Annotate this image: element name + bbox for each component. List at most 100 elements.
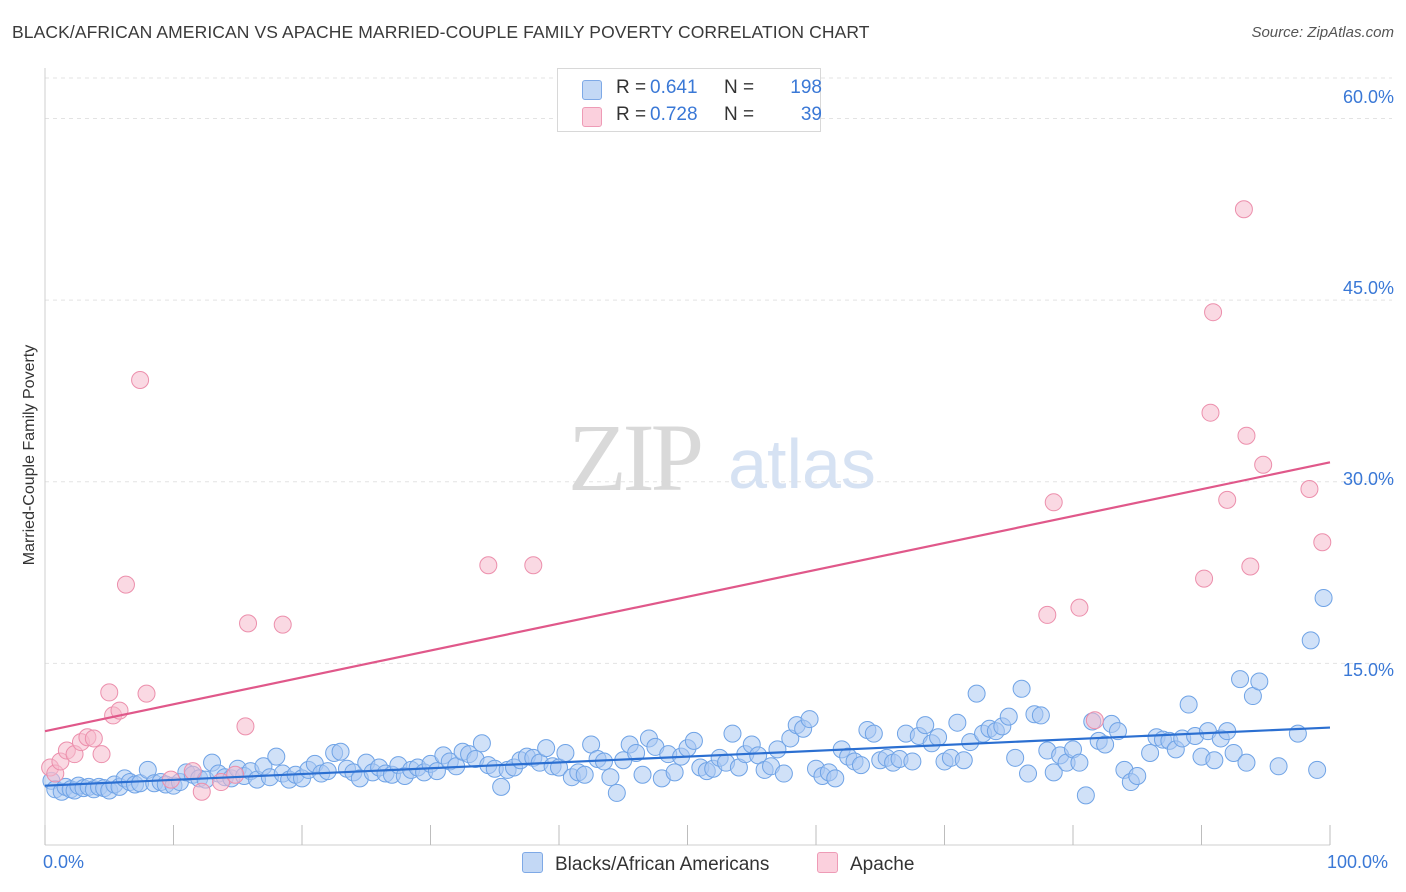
- point: [1070, 598, 1089, 617]
- point: [665, 763, 684, 782]
- series-apache-points: [41, 200, 1332, 801]
- point: [1313, 533, 1332, 552]
- point: [239, 614, 258, 633]
- grid: [45, 77, 1392, 664]
- point: [1301, 631, 1320, 650]
- point: [1237, 753, 1256, 772]
- axes: [44, 68, 1331, 846]
- point: [723, 724, 742, 743]
- legend-r-value: 0.641: [650, 77, 698, 98]
- point: [627, 743, 646, 762]
- point: [1076, 786, 1095, 805]
- legend-r-label: R =: [616, 77, 647, 98]
- x-tick-label-min: 0.0%: [43, 852, 85, 872]
- y-tick-label-45: 45.0%: [1342, 278, 1394, 298]
- legend-r-label: R =: [616, 104, 647, 125]
- point: [961, 733, 980, 752]
- point: [948, 713, 967, 732]
- bottom-legend-label-apache: Apache: [850, 854, 915, 875]
- legend-n-label: N =: [724, 77, 755, 98]
- point: [967, 684, 986, 703]
- x-tick-label-max: 100.0%: [1327, 852, 1389, 872]
- point: [1044, 763, 1063, 782]
- point: [472, 734, 491, 753]
- point: [84, 729, 103, 748]
- watermark-zip: ZIP: [568, 404, 701, 511]
- point: [916, 716, 935, 735]
- point: [1234, 200, 1253, 219]
- legend-n-value: 198: [790, 77, 822, 98]
- point: [1300, 479, 1319, 498]
- point: [1250, 672, 1269, 691]
- point: [929, 728, 948, 747]
- point: [1096, 735, 1115, 754]
- correlation-legend: R = 0.641 N = 198 R = 0.728 N = 39: [557, 68, 822, 132]
- chart-title: BLACK/AFRICAN AMERICAN VS APACHE MARRIED…: [12, 22, 870, 42]
- trend-lines: [44, 461, 1331, 787]
- point: [537, 739, 556, 758]
- point: [318, 762, 337, 781]
- point: [1108, 722, 1127, 741]
- point: [556, 743, 575, 762]
- point: [826, 769, 845, 788]
- point: [1201, 403, 1220, 422]
- legend-r-value: 0.728: [650, 104, 698, 125]
- point: [331, 742, 350, 761]
- point: [1224, 743, 1243, 762]
- y-tick-label-30: 30.0%: [1342, 469, 1394, 489]
- point: [1241, 557, 1260, 576]
- bottom-legend-swatch-blacks: [522, 852, 543, 873]
- point: [575, 765, 594, 784]
- point: [607, 783, 626, 802]
- y-tick-label-60: 60.0%: [1342, 87, 1394, 107]
- bottom-legend-label-blacks: Blacks/African Americans: [555, 854, 770, 875]
- point: [903, 752, 922, 771]
- point: [92, 745, 111, 764]
- point: [131, 371, 150, 389]
- legend-swatch-apache: [582, 107, 602, 127]
- point: [774, 764, 793, 783]
- point: [479, 556, 498, 575]
- point: [1231, 670, 1250, 689]
- trend-line-blacks: [44, 726, 1331, 787]
- point: [1044, 493, 1063, 512]
- point: [684, 731, 703, 750]
- point: [1038, 605, 1057, 624]
- source-label: Source: ZipAtlas.com: [1251, 24, 1394, 41]
- point: [1195, 569, 1214, 588]
- point: [183, 762, 202, 781]
- point: [116, 575, 135, 594]
- point: [1314, 588, 1333, 607]
- point: [226, 765, 245, 784]
- point: [1070, 753, 1089, 772]
- watermark: ZIP atlas: [568, 404, 876, 511]
- point: [851, 756, 870, 775]
- bottom-legend-swatch-apache: [817, 852, 838, 873]
- point: [1012, 679, 1031, 698]
- point: [273, 615, 292, 634]
- legend-n-value: 39: [800, 104, 822, 125]
- watermark-atlas: atlas: [728, 425, 876, 503]
- point: [999, 707, 1018, 726]
- point: [236, 717, 255, 736]
- point: [1205, 751, 1224, 770]
- point: [864, 724, 883, 743]
- point: [1031, 706, 1050, 725]
- point: [1269, 757, 1288, 776]
- bottom-legend-apache: Apache: [817, 852, 914, 876]
- point: [1308, 760, 1327, 779]
- trend-line-apache: [44, 461, 1331, 733]
- point: [1218, 490, 1237, 509]
- bottom-legend-blacks: Blacks/African Americans: [522, 852, 769, 876]
- point: [800, 710, 819, 729]
- legend-n-label: N =: [724, 104, 755, 125]
- legend-swatch-blacks: [582, 80, 602, 100]
- point: [954, 751, 973, 770]
- point: [1141, 743, 1160, 762]
- point: [1254, 455, 1273, 474]
- point: [601, 768, 620, 787]
- point: [137, 684, 156, 703]
- point: [1085, 711, 1104, 730]
- point: [267, 747, 286, 766]
